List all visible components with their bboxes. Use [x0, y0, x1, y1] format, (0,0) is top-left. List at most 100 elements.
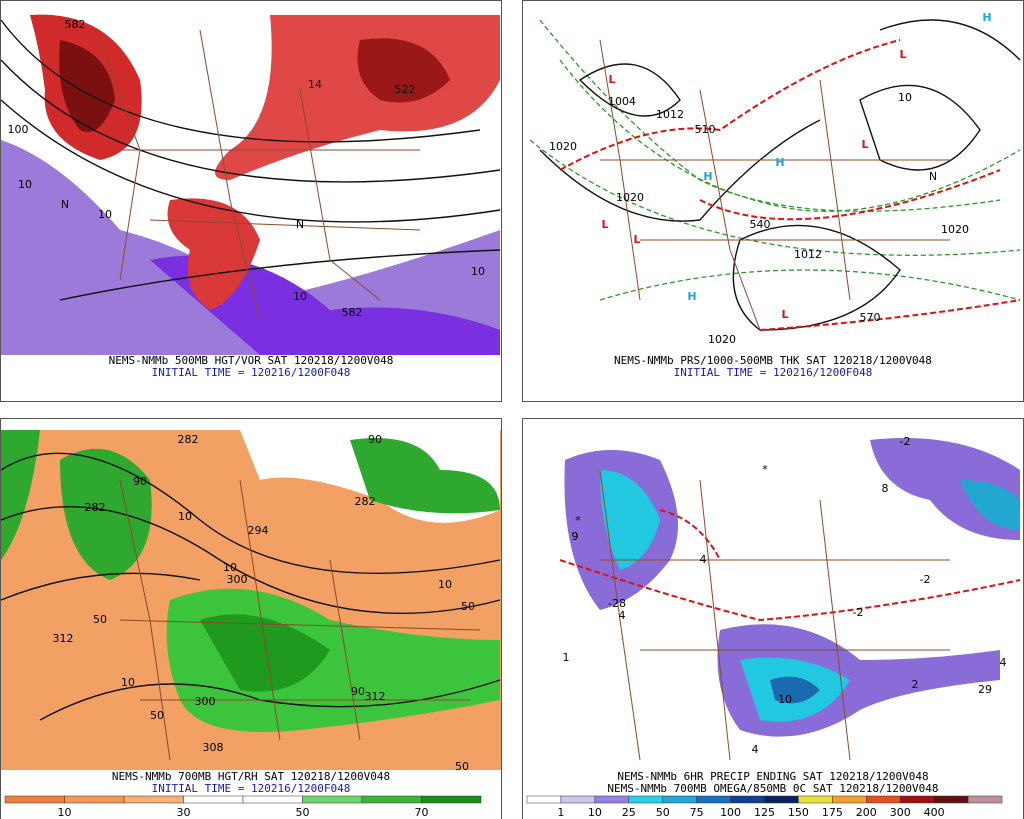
map-label: 10 — [898, 91, 912, 104]
panel-500mb: NEMS-NMMb 500MB HGT/VOR SAT 120218/1200V… — [0, 0, 502, 402]
map-label: 90 — [368, 433, 382, 446]
colorbar-label: 125 — [754, 806, 775, 819]
map-label: 50 — [461, 600, 475, 613]
map-label: 1004 — [608, 95, 636, 108]
panel-title: NEMS-NMMb 700MB HGT/RH SAT 120218/1200V0… — [112, 770, 390, 783]
colorbar-swatch — [64, 795, 125, 804]
panel-subtitle: NEMS-NMMb 700MB OMEGA/850MB 0C SAT 12021… — [607, 782, 938, 795]
map-label: -28 — [608, 597, 626, 610]
colorbar-label: 50 — [656, 806, 670, 819]
initial-time: INITIAL TIME = 120216/1200F048 — [152, 366, 351, 379]
map-label: 10 — [438, 578, 452, 591]
colorbar-swatch — [242, 795, 303, 804]
colorbar-swatch — [798, 795, 833, 804]
colorbar: 1 10 25 50 75 100 125 150 175 200 300 400 — [526, 795, 1003, 819]
map-label: 10 — [18, 178, 32, 191]
map-label: L — [861, 138, 868, 151]
colorbar-label: 100 — [720, 806, 741, 819]
map-label: 2 — [912, 678, 919, 691]
map-label: 1020 — [708, 333, 736, 346]
map-label: 312 — [53, 632, 74, 645]
map-label: -2 — [900, 435, 911, 448]
colorbar-swatch — [4, 795, 65, 804]
colorbar-swatch — [730, 795, 765, 804]
map-label: 540 — [750, 218, 771, 231]
map-label: 100 — [8, 123, 29, 136]
colorbar-swatch — [183, 795, 244, 804]
colorbar-label: 150 — [788, 806, 809, 819]
colorbar-label: 25 — [622, 806, 636, 819]
map-labels: 582522141010NN1058210100LLLLLLHHHHN10041… — [8, 11, 1007, 773]
colorbar-swatch — [866, 795, 901, 804]
map-label: * — [762, 463, 768, 476]
colorbar-swatch — [967, 795, 1003, 804]
map-label: 4 — [1000, 656, 1007, 669]
map-label: 582 — [342, 306, 363, 319]
panel-title: NEMS-NMMb 500MB HGT/VOR SAT 120218/1200V… — [109, 354, 394, 367]
colorbar-swatch — [628, 795, 663, 804]
map-label: -2 — [853, 606, 864, 619]
colorbar-swatch — [696, 795, 731, 804]
colorbar-label: 175 — [822, 806, 843, 819]
map-label: 50 — [455, 760, 469, 773]
map-label: 29 — [978, 683, 992, 696]
colorbar-swatch — [361, 795, 422, 804]
panel-700mb: NEMS-NMMb 700MB HGT/RH SAT 120218/1200V0… — [0, 418, 548, 819]
colorbar-label: 30 — [177, 806, 191, 819]
colorbar-swatch — [832, 795, 867, 804]
map-label: 4 — [700, 553, 707, 566]
map-label: 10 — [178, 510, 192, 523]
map-label: L — [781, 308, 788, 321]
colorbar-swatch — [594, 795, 630, 804]
map-label: H — [703, 170, 712, 183]
map-label: L — [633, 233, 640, 246]
panel-pressure: NEMS-NMMb PRS/1000-500MB THK SAT 120218/… — [522, 0, 1024, 402]
map-label: 9 — [572, 530, 579, 543]
map-label: L — [608, 73, 615, 86]
colorbar-label: 1 — [557, 806, 564, 819]
map-label: 10 — [98, 208, 112, 221]
map-label: H — [687, 290, 696, 303]
map-label: 10 — [293, 290, 307, 303]
colorbar-label: 200 — [856, 806, 877, 819]
map-label: 312 — [365, 690, 386, 703]
initial-time: INITIAL TIME = 120216/1200F048 — [152, 782, 351, 795]
colorbar-swatch — [302, 795, 363, 804]
map-label: 300 — [195, 695, 216, 708]
map-label: 10 — [121, 676, 135, 689]
colorbar-swatch — [526, 795, 562, 804]
map-label: 1020 — [549, 140, 577, 153]
map-label: N — [61, 198, 69, 211]
map-label: * — [575, 514, 581, 527]
map-label: N — [929, 170, 937, 183]
initial-time: INITIAL TIME = 120216/1200F048 — [674, 366, 873, 379]
panel-title: NEMS-NMMb PRS/1000-500MB THK SAT 120218/… — [614, 354, 932, 367]
map-label: 90 — [351, 685, 365, 698]
map-label: N — [296, 218, 304, 231]
map-label: 50 — [150, 709, 164, 722]
colorbar-label: 70 — [415, 806, 429, 819]
map-label: 10 — [471, 265, 485, 278]
map-label: -2 — [920, 573, 931, 586]
map-label: 1020 — [941, 223, 969, 236]
map-label: 282 — [355, 495, 376, 508]
colorbar-swatch — [123, 795, 184, 804]
map-label: 510 — [695, 123, 716, 136]
map-label: L — [899, 48, 906, 61]
colorbar-label: 75 — [690, 806, 704, 819]
map-label: 8 — [882, 482, 889, 495]
map-label: L — [601, 218, 608, 231]
colorbar-label: 300 — [890, 806, 911, 819]
colorbar-swatch — [764, 795, 799, 804]
map-label: 282 — [85, 501, 106, 514]
colorbar-swatch — [899, 795, 935, 804]
map-label: 294 — [248, 524, 269, 537]
map-label: 1012 — [656, 108, 684, 121]
map-label: 522 — [395, 83, 416, 96]
colorbar-swatch — [933, 795, 969, 804]
map-label: 4 — [619, 609, 626, 622]
map-label: 4 — [752, 743, 759, 756]
map-label: 14 — [308, 78, 322, 91]
colorbar-label: 10 — [58, 806, 72, 819]
